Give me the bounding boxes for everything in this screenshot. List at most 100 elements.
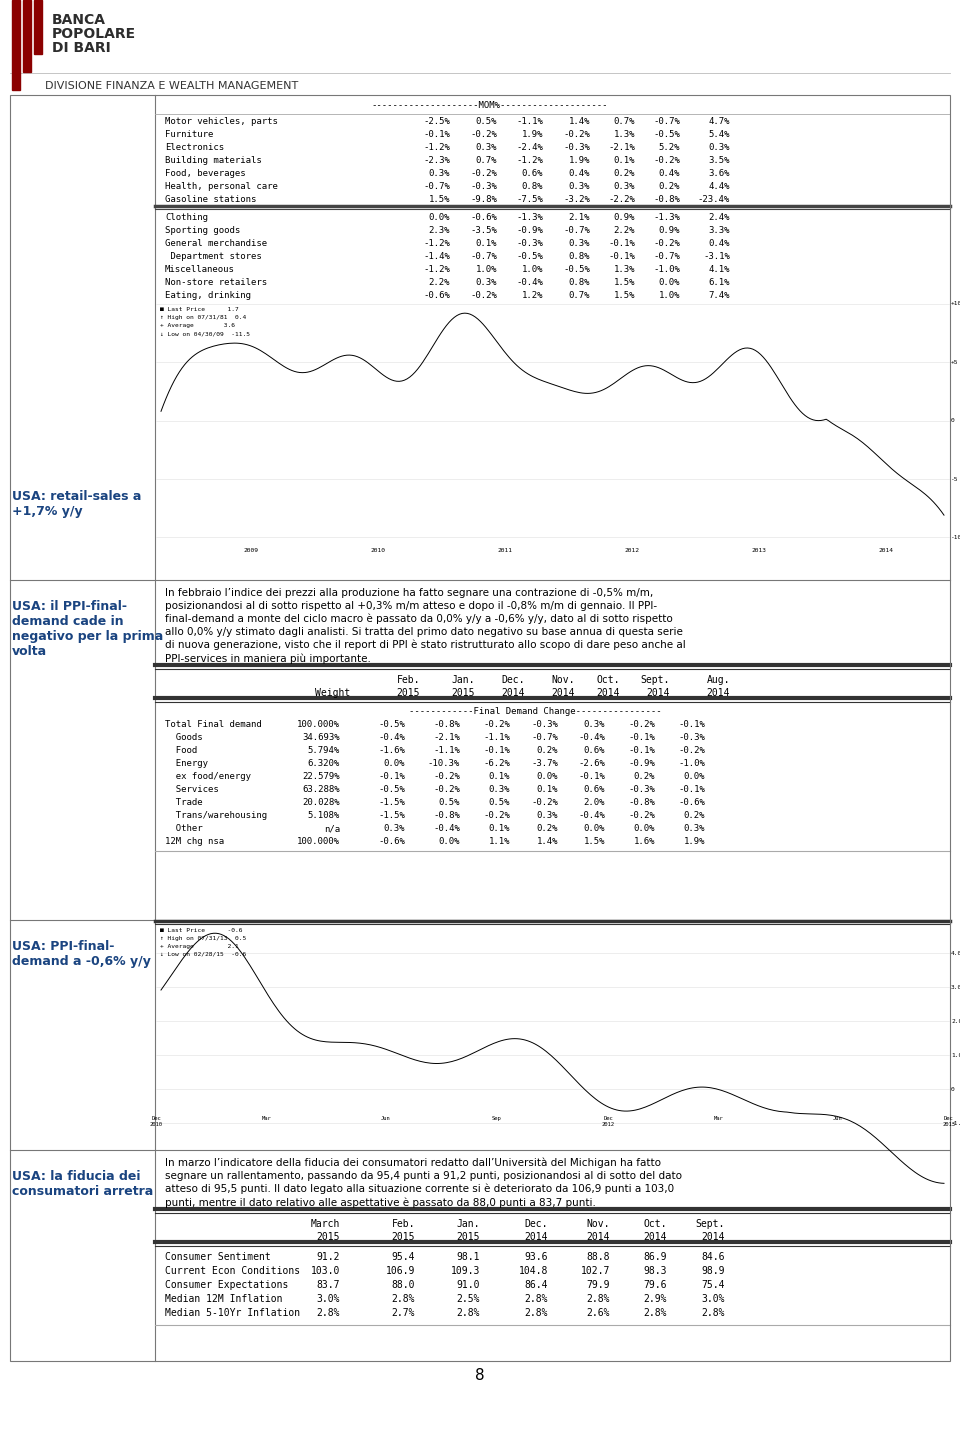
Text: 0.0%: 0.0% bbox=[684, 771, 705, 781]
Text: -0.2%: -0.2% bbox=[470, 290, 497, 301]
Text: -0.2%: -0.2% bbox=[483, 720, 510, 728]
Text: ↓ Low on 04/30/09  -11.5: ↓ Low on 04/30/09 -11.5 bbox=[160, 331, 250, 336]
Text: 0.9%: 0.9% bbox=[659, 226, 680, 235]
Text: 91.0: 91.0 bbox=[457, 1279, 480, 1289]
Text: DIVISIONE FINANZA E WEALTH MANAGEMENT: DIVISIONE FINANZA E WEALTH MANAGEMENT bbox=[45, 82, 299, 92]
Text: 1.6%: 1.6% bbox=[634, 837, 655, 846]
Text: 1.0%: 1.0% bbox=[659, 290, 680, 301]
Text: Gasoline stations: Gasoline stations bbox=[165, 195, 256, 205]
Text: 0.2%: 0.2% bbox=[659, 182, 680, 190]
Text: 2.8%: 2.8% bbox=[524, 1308, 548, 1318]
Text: -0.3%: -0.3% bbox=[470, 182, 497, 190]
Text: Building materials: Building materials bbox=[165, 156, 262, 165]
Text: 0.7%: 0.7% bbox=[475, 156, 497, 165]
Text: PPI-services in maniera più importante.: PPI-services in maniera più importante. bbox=[165, 653, 371, 664]
Text: -1.3%: -1.3% bbox=[516, 213, 543, 222]
Text: 1.5%: 1.5% bbox=[428, 195, 450, 205]
Text: 0.1%: 0.1% bbox=[537, 786, 558, 794]
Text: Sept.: Sept. bbox=[640, 675, 670, 685]
Text: -0.3%: -0.3% bbox=[564, 143, 590, 152]
Text: -0.2%: -0.2% bbox=[653, 156, 680, 165]
Text: -0.7%: -0.7% bbox=[653, 252, 680, 260]
Text: 63.288%: 63.288% bbox=[302, 786, 340, 794]
Text: -0.9%: -0.9% bbox=[516, 226, 543, 235]
Text: Miscellaneous: Miscellaneous bbox=[165, 265, 235, 273]
Text: -0.6%: -0.6% bbox=[470, 213, 497, 222]
Text: 2014: 2014 bbox=[524, 1232, 548, 1242]
Text: 0.7%: 0.7% bbox=[568, 290, 590, 301]
Text: -1.2%: -1.2% bbox=[516, 156, 543, 165]
Text: -1.2%: -1.2% bbox=[423, 265, 450, 273]
Text: -0.2%: -0.2% bbox=[433, 786, 460, 794]
Text: 2014: 2014 bbox=[596, 688, 620, 698]
Text: Consumer Expectations: Consumer Expectations bbox=[165, 1279, 288, 1289]
Text: -2.2%: -2.2% bbox=[608, 195, 635, 205]
Text: -2.1%: -2.1% bbox=[608, 143, 635, 152]
Text: March: March bbox=[311, 1219, 340, 1229]
Bar bbox=[12, 0, 20, 90]
Text: -0.3%: -0.3% bbox=[516, 239, 543, 248]
Text: + Average        3.6: + Average 3.6 bbox=[160, 323, 235, 328]
Text: 1.9%: 1.9% bbox=[521, 130, 543, 139]
Text: General merchandise: General merchandise bbox=[165, 239, 267, 248]
Text: -0.3%: -0.3% bbox=[531, 720, 558, 728]
Bar bbox=[34, 0, 42, 54]
Text: 93.6: 93.6 bbox=[524, 1252, 548, 1262]
Text: 0: 0 bbox=[951, 1086, 955, 1092]
Bar bbox=[10, 94, 950, 1361]
Text: 0.2%: 0.2% bbox=[537, 824, 558, 833]
Text: Eating, drinking: Eating, drinking bbox=[165, 290, 251, 301]
Text: 0.4%: 0.4% bbox=[659, 169, 680, 177]
Text: 0.2%: 0.2% bbox=[684, 811, 705, 820]
Text: -1.0%: -1.0% bbox=[678, 758, 705, 768]
Text: 2010: 2010 bbox=[371, 548, 386, 552]
Text: 2.9%: 2.9% bbox=[643, 1294, 667, 1304]
Text: 0.1%: 0.1% bbox=[489, 771, 510, 781]
Text: 106.9: 106.9 bbox=[386, 1266, 415, 1276]
Text: -0.5%: -0.5% bbox=[378, 786, 405, 794]
Text: In febbraio l’indice dei prezzi alla produzione ha fatto segnare una contrazione: In febbraio l’indice dei prezzi alla pro… bbox=[165, 588, 653, 598]
Text: 34.693%: 34.693% bbox=[302, 733, 340, 743]
Text: 98.3: 98.3 bbox=[643, 1266, 667, 1276]
Text: -1.2%: -1.2% bbox=[423, 239, 450, 248]
Text: -0.5%: -0.5% bbox=[516, 252, 543, 260]
Text: -3.1%: -3.1% bbox=[703, 252, 730, 260]
Text: 2014: 2014 bbox=[643, 1232, 667, 1242]
Text: -0.9%: -0.9% bbox=[628, 758, 655, 768]
Text: -0.2%: -0.2% bbox=[470, 130, 497, 139]
Text: Dec.: Dec. bbox=[501, 675, 525, 685]
Text: Food, beverages: Food, beverages bbox=[165, 169, 246, 177]
Text: Sep: Sep bbox=[492, 1116, 502, 1120]
Text: 0.3%: 0.3% bbox=[475, 278, 497, 288]
Text: 4.7%: 4.7% bbox=[708, 117, 730, 126]
Text: 2014: 2014 bbox=[878, 548, 893, 552]
Text: Clothing: Clothing bbox=[165, 213, 208, 222]
Text: Department stores: Department stores bbox=[165, 252, 262, 260]
Text: USA: il PPI-final-
demand cade in
negativo per la prima
volta: USA: il PPI-final- demand cade in negati… bbox=[12, 600, 163, 658]
Text: Dec
2012: Dec 2012 bbox=[602, 1116, 614, 1126]
Text: ------------Final Demand Change----------------: ------------Final Demand Change---------… bbox=[409, 707, 661, 716]
Text: 86.9: 86.9 bbox=[643, 1252, 667, 1262]
Text: 86.4: 86.4 bbox=[524, 1279, 548, 1289]
Text: 0.5%: 0.5% bbox=[475, 117, 497, 126]
Text: 98.9: 98.9 bbox=[702, 1266, 725, 1276]
Text: 0.0%: 0.0% bbox=[439, 837, 460, 846]
Text: -0.4%: -0.4% bbox=[378, 733, 405, 743]
Text: 0.3%: 0.3% bbox=[383, 824, 405, 833]
Text: 1.5%: 1.5% bbox=[584, 837, 605, 846]
Text: Other: Other bbox=[165, 824, 203, 833]
Text: 0.5%: 0.5% bbox=[489, 798, 510, 807]
Text: 2009: 2009 bbox=[244, 548, 258, 552]
Text: -0.1%: -0.1% bbox=[578, 771, 605, 781]
Text: Jan.: Jan. bbox=[457, 1219, 480, 1229]
Text: 0.2%: 0.2% bbox=[613, 169, 635, 177]
Text: Mar: Mar bbox=[262, 1116, 272, 1120]
Text: ■ Last Price      -0.6: ■ Last Price -0.6 bbox=[160, 927, 243, 933]
Text: 88.8: 88.8 bbox=[587, 1252, 610, 1262]
Text: Non-store retailers: Non-store retailers bbox=[165, 278, 267, 288]
Text: 4.1%: 4.1% bbox=[708, 265, 730, 273]
Text: 3.0%: 3.0% bbox=[317, 1294, 340, 1304]
Text: -0.7%: -0.7% bbox=[531, 733, 558, 743]
Text: -0.2%: -0.2% bbox=[470, 169, 497, 177]
Text: Median 5-10Yr Inflation: Median 5-10Yr Inflation bbox=[165, 1308, 300, 1318]
